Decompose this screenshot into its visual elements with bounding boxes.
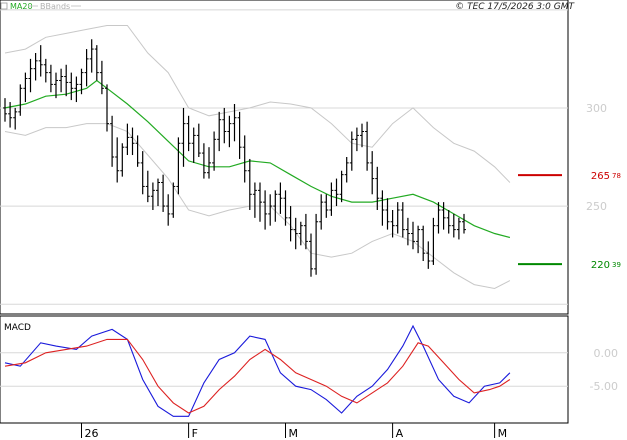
legend-ma20-swatch — [0, 2, 8, 10]
signal-line — [4, 338, 511, 414]
x-tick-label: F — [192, 427, 198, 440]
x-tick-label: 26 — [85, 427, 99, 440]
x-tick-label: M — [498, 427, 508, 440]
macd-lines — [4, 324, 511, 417]
macd-title: MACD — [4, 323, 31, 333]
axis-labels: 300 250 0.00 -5.00 26 F M A M — [81, 102, 619, 440]
macd-y-tick-label: 0.00 — [594, 347, 619, 360]
support-label-decimals: 39 — [612, 261, 621, 269]
support-resistance-levels: 265 78 220 39 — [518, 171, 621, 271]
resistance-label: 265 — [591, 171, 610, 182]
price-bars — [3, 39, 466, 277]
x-tick-label: A — [396, 427, 404, 440]
copyright-timestamp: © TEC 17/5/2026 3:0 GMT — [455, 2, 575, 12]
price-panel-frame — [0, 0, 569, 315]
legend-bbands: BBands — [40, 2, 70, 11]
price-y-tick-label: 300 — [586, 102, 607, 115]
macd-panel-frame — [0, 315, 569, 424]
price-y-tick-label: 250 — [586, 200, 607, 213]
support-label: 220 — [591, 260, 610, 271]
x-tick-label: M — [289, 427, 299, 440]
resistance-label-decimals: 78 — [612, 172, 621, 180]
macd-y-tick-label: -5.00 — [590, 380, 618, 393]
grid-lines — [0, 9, 568, 387]
bb-upper-line — [4, 25, 511, 183]
macd-line — [4, 324, 511, 417]
legend-ma20: MA20 — [10, 2, 33, 11]
